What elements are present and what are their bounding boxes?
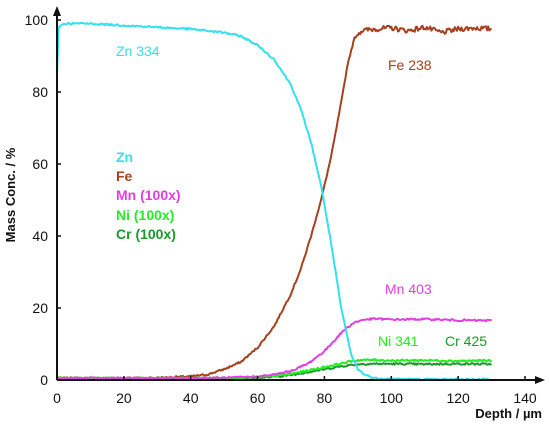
annotations: Zn 334 Fe 238 Mn 403 Ni 341 Cr 425 — [116, 43, 487, 349]
x-tick-label: 100 — [380, 390, 404, 406]
x-tick-label: 80 — [317, 390, 333, 406]
x-tick-label: 40 — [183, 390, 199, 406]
x-tick-label: 20 — [116, 390, 132, 406]
annotation-fe: Fe 238 — [388, 57, 432, 73]
y-tick-label: 40 — [32, 228, 48, 244]
legend-entry-mn: Mn (100x) — [116, 187, 181, 203]
series-layer — [56, 21, 493, 382]
legend-entry-ni: Ni (100x) — [116, 207, 174, 223]
ticks-layer: 0 20 40 60 80 100 120 140 0 20 40 60 80 100 — [25, 12, 537, 406]
series-line-ni — [56, 358, 493, 380]
legend-entry-zn: Zn — [116, 149, 133, 165]
series-line-zn — [56, 21, 493, 382]
y-tick-label: 100 — [25, 12, 49, 28]
x-tick-label: 120 — [446, 390, 470, 406]
x-axis-arrow — [535, 376, 545, 384]
y-tick-label: 0 — [40, 372, 48, 388]
legend-entry-cr: Cr (100x) — [116, 226, 176, 242]
annotation-zn: Zn 334 — [116, 43, 160, 59]
y-tick-label: 20 — [32, 300, 48, 316]
y-axis-title: Mass Conc. / % — [3, 147, 18, 242]
x-tick-label: 0 — [53, 390, 61, 406]
annotation-cr: Cr 425 — [445, 333, 487, 349]
legend: Zn Fe Mn (100x) Ni (100x) Cr (100x) — [116, 149, 181, 242]
x-axis-title: Depth / µm — [475, 406, 542, 421]
annotation-mn: Mn 403 — [385, 281, 432, 297]
legend-entry-fe: Fe — [116, 168, 133, 184]
y-tick-label: 80 — [32, 84, 48, 100]
annotation-ni: Ni 341 — [378, 333, 419, 349]
y-axis-arrow — [53, 6, 61, 16]
x-tick-label: 140 — [513, 390, 537, 406]
series-line-mn — [57, 317, 493, 381]
x-tick-label: 60 — [250, 390, 266, 406]
y-tick-label: 60 — [32, 156, 48, 172]
